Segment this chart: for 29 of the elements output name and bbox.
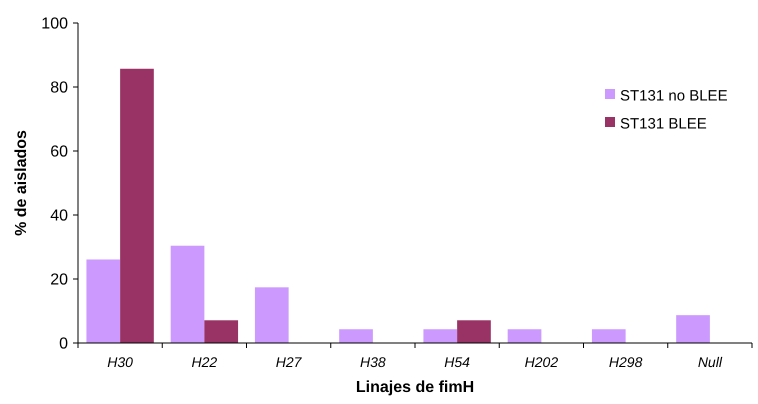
x-tick-label: Null <box>698 354 723 370</box>
x-tick-label: H202 <box>524 354 558 370</box>
y-tick-label: 80 <box>50 80 68 97</box>
x-tick-label: H54 <box>444 354 470 370</box>
bar <box>170 246 204 343</box>
x-axis-title: Linajes de fimH <box>356 379 474 396</box>
bar <box>339 329 373 343</box>
x-tick-label: H22 <box>192 354 218 370</box>
bar <box>508 329 542 343</box>
legend-label: ST131 BLEE <box>620 115 707 132</box>
y-tick-label: 0 <box>59 336 68 353</box>
x-tick-label: H27 <box>276 354 303 370</box>
bar <box>457 320 491 343</box>
bar <box>423 329 458 343</box>
x-tick-label: H298 <box>608 354 643 370</box>
y-tick-label: 40 <box>50 208 68 225</box>
bar <box>86 259 120 343</box>
y-tick-label: 60 <box>50 144 68 161</box>
x-tick-label: H30 <box>107 354 134 370</box>
legend-label: ST131 no BLEE <box>620 87 728 104</box>
bar <box>204 320 238 343</box>
y-tick-label: 20 <box>50 272 68 289</box>
y-axis-title: % de aislados <box>13 130 30 236</box>
x-tick-label: H38 <box>360 354 386 370</box>
bar <box>254 287 289 343</box>
bar <box>592 329 626 343</box>
bar <box>120 68 154 343</box>
y-tick-label: 100 <box>41 16 68 33</box>
bar <box>676 315 710 343</box>
